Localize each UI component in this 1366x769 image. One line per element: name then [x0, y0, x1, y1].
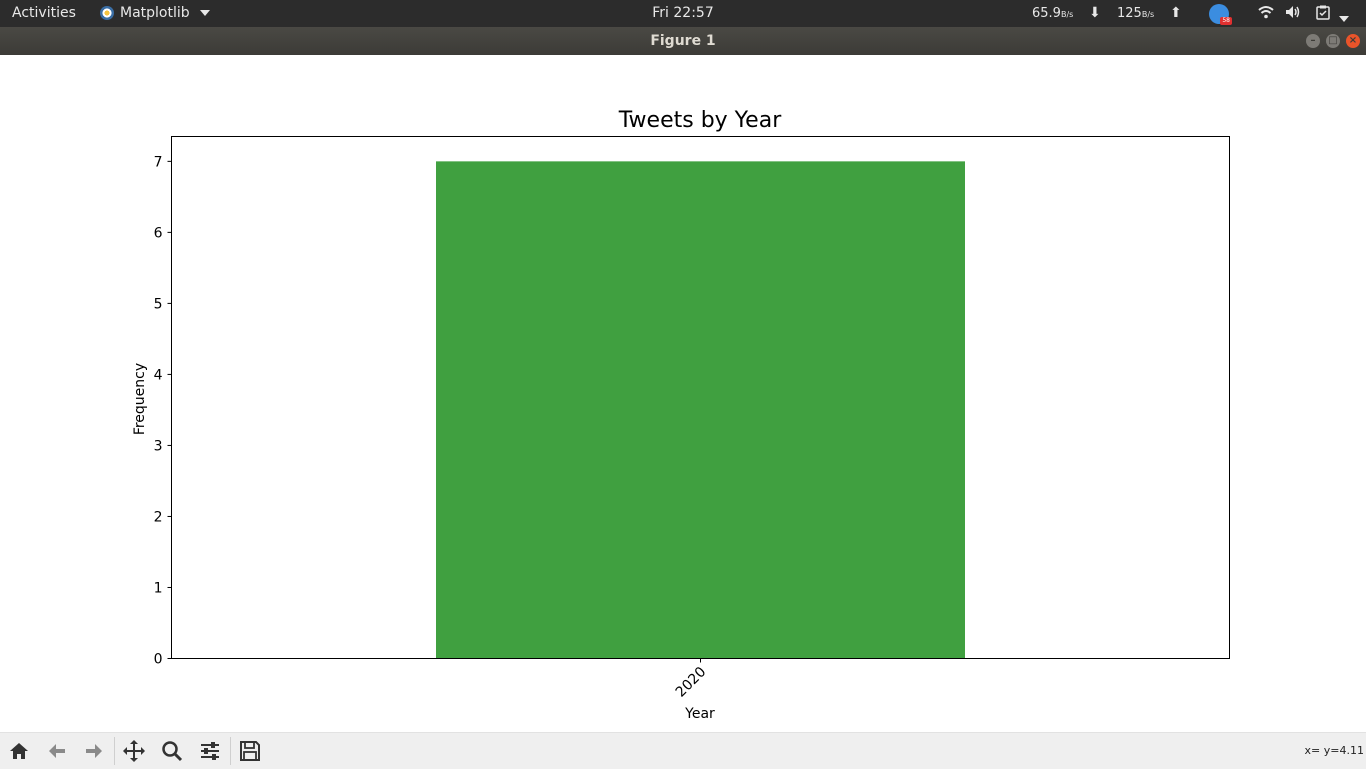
- zoom-icon[interactable]: [159, 739, 185, 763]
- app-menu[interactable]: Matplotlib: [100, 5, 210, 21]
- navigation-toolbar: x= y=4.11: [0, 732, 1366, 769]
- pan-icon[interactable]: [121, 739, 147, 763]
- notification-app-icon[interactable]: 58: [1209, 4, 1232, 25]
- net-down-rate: 65.9B/s: [1032, 6, 1073, 21]
- clock[interactable]: Fri 22:57: [652, 5, 714, 21]
- system-top-bar: Activities Matplotlib Fri 22:57 65.9B/s …: [0, 0, 1366, 27]
- activities-button[interactable]: Activities: [12, 5, 76, 21]
- y-tick-label: 4: [154, 367, 163, 383]
- download-arrow-icon: ⬇: [1089, 5, 1101, 21]
- window-title: Figure 1: [650, 33, 716, 49]
- x-tick-label: 2020: [673, 664, 710, 701]
- net-down-unit: B/s: [1060, 10, 1074, 19]
- net-up-rate: 125B/s: [1117, 6, 1154, 21]
- bars-group: [436, 161, 965, 659]
- net-up-value: 125: [1117, 6, 1142, 21]
- wifi-icon[interactable]: [1258, 5, 1274, 23]
- y-tick-label: 6: [154, 225, 163, 241]
- clock-container: Fri 22:57: [0, 5, 1366, 21]
- y-tick-label: 7: [154, 154, 163, 170]
- configure-subplots-icon[interactable]: [197, 739, 223, 763]
- home-icon[interactable]: [6, 739, 32, 763]
- volume-icon[interactable]: [1285, 5, 1301, 23]
- bar-2020: [436, 161, 965, 659]
- app-name: Matplotlib: [120, 5, 190, 21]
- chart-title: Tweets by Year: [618, 108, 782, 133]
- x-axis-ticks: 2020: [673, 658, 710, 701]
- y-tick-label: 1: [154, 580, 163, 596]
- y-axis-ticks: 0 1 2 3 4 5 6 7: [154, 154, 172, 668]
- toolbar-separator: [114, 737, 115, 765]
- y-tick-label: 3: [154, 438, 163, 454]
- upload-arrow-icon: ⬆: [1170, 5, 1182, 21]
- close-icon[interactable]: ×: [1346, 34, 1360, 48]
- cursor-coordinates: x= y=4.11: [1304, 744, 1364, 757]
- figure-canvas[interactable]: Tweets by Year 0 1 2 3 4 5 6 7 2020 Year Freque…: [0, 55, 1366, 732]
- forward-icon[interactable]: [81, 739, 107, 763]
- window-title-container: Figure 1: [0, 33, 1366, 49]
- maximize-icon[interactable]: □: [1326, 34, 1340, 48]
- notification-count: 58: [1220, 17, 1232, 25]
- back-icon[interactable]: [44, 739, 70, 763]
- y-tick-label: 2: [154, 509, 163, 525]
- matplotlib-app-icon: [100, 6, 114, 20]
- y-tick-label: 0: [154, 652, 163, 668]
- net-up-unit: B/s: [1141, 10, 1155, 19]
- net-down-value: 65.9: [1032, 6, 1061, 21]
- battery-clipboard-icon[interactable]: [1316, 5, 1330, 24]
- bar-chart: Tweets by Year 0 1 2 3 4 5 6 7 2020 Year Freque…: [132, 108, 1230, 722]
- y-axis-label: Frequency: [132, 363, 148, 435]
- window-title-bar: Figure 1 – □ ×: [0, 27, 1366, 55]
- y-tick-label: 5: [154, 296, 163, 312]
- app-menu-caret-icon: [199, 10, 210, 16]
- save-icon[interactable]: [237, 739, 263, 763]
- system-menu-caret-icon[interactable]: [1339, 10, 1349, 26]
- x-axis-label: Year: [684, 706, 715, 722]
- toolbar-separator: [230, 737, 231, 765]
- minimize-icon[interactable]: –: [1306, 34, 1320, 48]
